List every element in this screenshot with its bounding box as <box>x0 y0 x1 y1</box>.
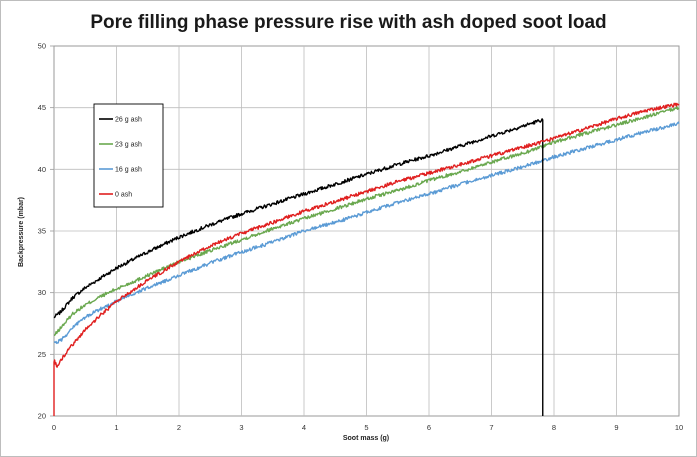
x-tick-label: 8 <box>552 423 556 432</box>
series-lines <box>53 102 680 416</box>
y-tick-label: 50 <box>38 42 46 51</box>
y-tick-label: 35 <box>38 227 46 236</box>
y-tick-label: 45 <box>38 103 46 112</box>
x-tick-label: 5 <box>364 423 368 432</box>
legend-label: 26 g ash <box>115 117 142 124</box>
x-tick-label: 1 <box>114 423 118 432</box>
legend-label: 0 ash <box>115 192 132 199</box>
legend: 26 g ash 23 g ash 16 g ash 0 ash <box>93 103 164 208</box>
legend-box <box>93 103 164 208</box>
x-tick-label: 2 <box>177 423 181 432</box>
y-tick-label: 40 <box>38 165 46 174</box>
series-line <box>53 118 544 416</box>
legend-label: 16 g ash <box>115 167 142 174</box>
y-axis-label: Backpressure (mbar) <box>18 197 25 267</box>
series-line <box>53 121 680 345</box>
x-tick-label: 7 <box>489 423 493 432</box>
series-line <box>53 102 680 416</box>
legend-label: 23 g ash <box>115 142 142 149</box>
series-line <box>53 105 680 336</box>
x-tick-label: 9 <box>614 423 618 432</box>
x-tick-label: 3 <box>239 423 243 432</box>
grid <box>53 45 680 417</box>
x-tick-label: 0 <box>52 423 56 432</box>
x-tick-label: 4 <box>302 423 306 432</box>
x-tick-label: 10 <box>675 423 683 432</box>
chart-title: Pore filling phase pressure rise with as… <box>90 12 607 33</box>
y-tick-label: 20 <box>38 412 46 421</box>
y-tick-label: 30 <box>38 288 46 297</box>
x-tick-label: 6 <box>427 423 431 432</box>
y-tick-label: 25 <box>38 350 46 359</box>
x-axis-label: Soot mass (g) <box>343 435 389 442</box>
